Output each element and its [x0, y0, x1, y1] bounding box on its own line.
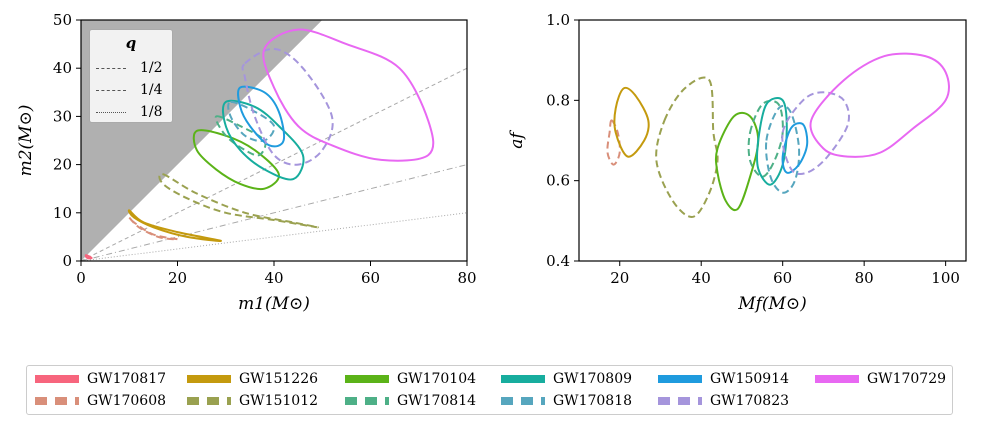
- y-tick-label: 50: [53, 11, 72, 29]
- legend-item: GW170817: [35, 370, 166, 388]
- legend-item: GW170809: [501, 370, 632, 388]
- legend-item: GW170729: [815, 370, 946, 388]
- legend-swatch: [35, 397, 79, 405]
- legend-item: GW170608: [35, 392, 166, 410]
- legend-swatch: [187, 375, 231, 383]
- legend-swatch: [345, 375, 389, 383]
- legend-swatch: [658, 397, 702, 405]
- contour-GW170809: [221, 99, 305, 181]
- legend-swatch: [501, 397, 545, 405]
- contour-GW150914: [781, 122, 809, 174]
- y-tick-label: 0.8: [546, 91, 570, 109]
- legend-label: GW170818: [553, 393, 633, 409]
- legend-label: GW170608: [87, 393, 167, 409]
- contour-GW170814: [747, 99, 784, 178]
- x-tick-label: 20: [610, 269, 629, 287]
- q-legend-title: q: [125, 34, 137, 52]
- legend-item: GW170818: [501, 392, 632, 410]
- contour-GW170729: [809, 52, 950, 158]
- contour-GW151012: [158, 172, 319, 229]
- contour-GW170823: [781, 91, 850, 175]
- x-tick-label: 80: [855, 269, 874, 287]
- y-axis-label: af: [507, 130, 527, 149]
- q-legend-item: 1/2: [96, 60, 163, 76]
- axes-frame: [578, 19, 967, 262]
- y-axis-label: m2(M⊙): [16, 105, 36, 177]
- contour-GW170729: [262, 28, 435, 162]
- q-legend-item: 1/4: [96, 82, 163, 98]
- legend-item: GW170823: [658, 392, 789, 410]
- q-legend-item: 1/8: [96, 104, 163, 120]
- q-line: [81, 164, 467, 261]
- y-tick-label: 0.4: [546, 252, 570, 270]
- legend-item: GW150914: [658, 370, 789, 388]
- y-tick-label: 20: [53, 156, 72, 174]
- legend-label: GW150914: [710, 371, 790, 387]
- legend-swatch: [815, 375, 859, 383]
- series-legend: GW170817 GW151226 GW170104 GW170809 GW150914…: [26, 365, 953, 415]
- contour-GW170823: [241, 47, 334, 166]
- legend-item: GW170104: [345, 370, 476, 388]
- y-tick-label: 30: [53, 107, 72, 125]
- legend-item: GW170814: [345, 392, 476, 410]
- contour-GW170104: [192, 129, 280, 191]
- legend-item: GW151012: [187, 392, 318, 410]
- contour-GW170608: [606, 119, 621, 166]
- x-tick-label: 40: [264, 269, 283, 287]
- mass-plane-panel: 0 20 40 60 80 0 10 20 30 40 50 m1(M⊙) m2(M⊙): [16, 11, 477, 314]
- legend-label: GW170817: [87, 371, 167, 387]
- contour-GW170104: [714, 111, 760, 212]
- contour-GW170809: [755, 97, 788, 186]
- legend-label: GW151012: [239, 393, 319, 409]
- q-legend-label: 1/2: [140, 60, 163, 76]
- x-tick-label: 60: [773, 269, 792, 287]
- legend-label: GW151226: [239, 371, 319, 387]
- y-tick-label: 40: [53, 59, 72, 77]
- legend-label: GW170823: [710, 393, 790, 409]
- contour-GW170818: [765, 104, 801, 194]
- legend-item: GW151226: [187, 370, 318, 388]
- x-axis-label: Mf(M⊙): [737, 294, 807, 314]
- contour-GW170814: [214, 115, 267, 157]
- x-tick-label: 0: [76, 269, 86, 287]
- x-tick-label: 60: [361, 269, 380, 287]
- legend-swatch: [35, 375, 79, 383]
- legend-label: GW170809: [553, 371, 633, 387]
- legend-label: GW170729: [867, 371, 947, 387]
- x-tick-label: 40: [692, 269, 711, 287]
- contour-GW150914: [237, 85, 286, 148]
- x-tick-label: 100: [931, 269, 960, 287]
- y-tick-label: 1.0: [546, 11, 570, 29]
- y-tick-label: 0.6: [546, 172, 570, 190]
- x-tick-label: 80: [457, 269, 476, 287]
- q-legend: q 1/2 1/4 1/8: [89, 29, 173, 123]
- legend-swatch: [658, 375, 702, 383]
- q-line: [81, 67, 467, 261]
- x-tick-label: 20: [168, 269, 187, 287]
- contour-GW151226: [127, 209, 222, 242]
- q-line: [81, 212, 467, 261]
- contour-GW151012: [655, 76, 719, 218]
- y-tick-label: 0: [62, 252, 72, 270]
- contour-GW170817: [84, 254, 93, 260]
- legend-label: GW170104: [397, 371, 477, 387]
- legend-swatch: [501, 375, 545, 383]
- q-legend-label: 1/8: [140, 104, 163, 120]
- y-tick-label: 10: [53, 204, 72, 222]
- final-mass-spin-panel: 20 40 60 80 100 0.4 0.6 0.8 1.0 Mf(M⊙) af: [507, 11, 967, 314]
- contour-GW151226: [613, 86, 650, 158]
- legend-label: GW170814: [397, 393, 477, 409]
- x-axis-label: m1(M⊙): [238, 294, 310, 314]
- contour-GW170608: [128, 216, 179, 241]
- q-legend-label: 1/4: [140, 82, 163, 98]
- legend-swatch: [187, 397, 231, 405]
- legend-swatch: [345, 397, 389, 405]
